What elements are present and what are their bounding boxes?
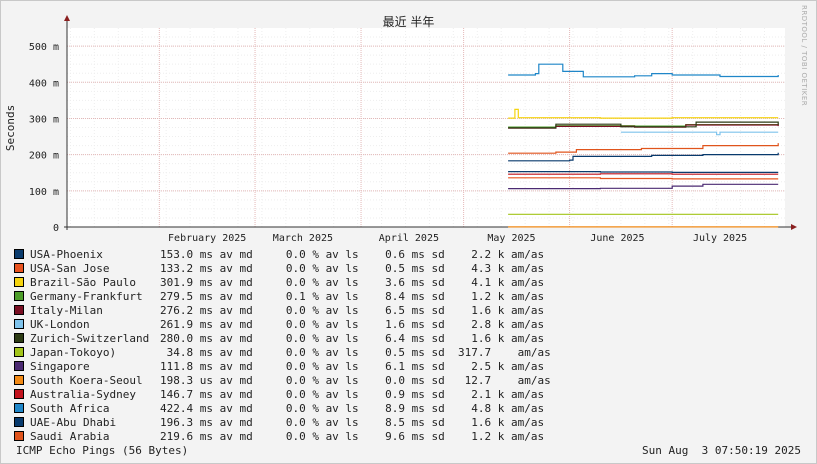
legend-label: Brazil-São Paulo (30, 275, 136, 289)
legend-label: USA-Phoenix (30, 247, 103, 261)
x-tick-label: June 2025 (590, 233, 644, 244)
legend-entry: South Africa 422.4 ms av md 0.0 % av ls 8… (14, 401, 551, 415)
footer-timestamp: Sun Aug 3 07:50:19 2025 (642, 444, 801, 457)
legend-swatch (14, 333, 24, 343)
series-line-singapore (508, 183, 779, 190)
legend-label: Italy-Milan (30, 303, 103, 317)
legend-entry: Australia-Sydney 146.7 ms av md 0.0 % av … (14, 387, 551, 401)
legend-stats: 111.8 ms av md 0.0 % av ls 6.1 ms sd 2.5… (160, 359, 545, 373)
series-line-saudi-arabia (508, 143, 779, 154)
series-line-south-africa (508, 63, 779, 78)
legend-entry: Saudi Arabia 219.6 ms av md 0.0 % av ls 9… (14, 429, 551, 443)
legend-stats: 153.0 ms av md 0.0 % av ls 0.6 ms sd 2.2… (160, 247, 545, 261)
legend-stats: 146.7 ms av md 0.0 % av ls 0.9 ms sd 2.1… (160, 387, 545, 401)
legend-swatch (14, 291, 24, 301)
legend-stats: 276.2 ms av md 0.0 % av ls 6.5 ms sd 1.6… (160, 303, 545, 317)
y-tick-label: 100 m (29, 187, 59, 198)
legend-stats: 34.8 ms av md 0.0 % av ls 0.5 ms sd 317.… (160, 345, 551, 359)
legend-label: Saudi Arabia (30, 429, 110, 443)
y-tick-label: 400 m (29, 78, 59, 89)
legend-swatch (14, 431, 24, 441)
footer-title: ICMP Echo Pings (56 Bytes) (16, 444, 189, 457)
legend-swatch (14, 347, 24, 357)
legend-entry: Brazil-São Paulo 301.9 ms av md 0.0 % av … (14, 275, 551, 289)
x-tick-label: February 2025 (168, 233, 246, 244)
y-tick-label: 0 (53, 223, 59, 234)
legend-swatch (14, 389, 24, 399)
x-tick-label: March 2025 (273, 233, 333, 244)
legend-entry: Germany-Frankfurt 279.5 ms av md 0.1 % av… (14, 289, 551, 303)
legend-label: UAE-Abu Dhabi (30, 415, 117, 429)
chart-title: 最近 半年 (382, 15, 435, 29)
legend-entry: Japan-Tokoyo) 34.8 ms av md 0.0 % av ls … (14, 345, 551, 359)
legend-label: Australia-Sydney (30, 387, 136, 401)
legend-swatch (14, 305, 24, 315)
x-tick-label: July 2025 (693, 233, 747, 244)
legend-label: USA-San Jose (30, 261, 110, 275)
legend-stats: 219.6 ms av md 0.0 % av ls 9.6 ms sd 1.2… (160, 429, 545, 443)
legend-stats: 196.3 ms av md 0.0 % av ls 8.5 ms sd 1.6… (160, 415, 545, 429)
legend-swatch (14, 319, 24, 329)
legend-stats: 280.0 ms av md 0.0 % av ls 6.4 ms sd 1.6… (160, 331, 545, 345)
legend-entry: Singapore 111.8 ms av md 0.0 % av ls 6.1 … (14, 359, 551, 373)
legend-entry: UAE-Abu Dhabi 196.3 ms av md 0.0 % av ls … (14, 415, 551, 429)
y-axis-arrow (64, 15, 70, 21)
series-line-brazil-s-o-paulo (508, 108, 779, 119)
legend-label: UK-London (30, 317, 90, 331)
x-axis-arrow (791, 224, 797, 230)
legend-swatch (14, 417, 24, 427)
legend-entry: USA-Phoenix 153.0 ms av md 0.0 % av ls 0.… (14, 247, 551, 261)
series-line-zurich-switzerland (508, 121, 779, 129)
legend-entry: USA-San Jose 133.2 ms av md 0.0 % av ls 0… (14, 261, 551, 275)
legend-stats: 133.2 ms av md 0.0 % av ls 0.5 ms sd 4.3… (160, 261, 545, 275)
x-tick-label: April 2025 (379, 233, 439, 244)
legend-swatch (14, 361, 24, 371)
rrdtool-credit: RRDTOOL / TOBI OETIKER (800, 5, 808, 107)
legend: USA-Phoenix 153.0 ms av md 0.0 % av ls 0.… (14, 247, 551, 443)
legend-label: South Koera-Seoul (30, 373, 143, 387)
y-tick-label: 300 m (29, 114, 59, 125)
legend-swatch (14, 375, 24, 385)
legend-swatch (14, 263, 24, 273)
series-line-usa-san-jose (508, 177, 779, 180)
series-line-usa-phoenix (508, 171, 779, 173)
legend-label: South Africa (30, 401, 110, 415)
legend-label: Singapore (30, 359, 90, 373)
legend-stats: 279.5 ms av md 0.1 % av ls 8.4 ms sd 1.2… (160, 289, 545, 303)
legend-entry: South Koera-Seoul 198.3 us av md 0.0 % av… (14, 373, 551, 387)
y-tick-label: 200 m (29, 151, 59, 162)
legend-label: Germany-Frankfurt (30, 289, 143, 303)
legend-stats: 198.3 us av md 0.0 % av ls 0.0 ms sd 12.… (160, 373, 551, 387)
legend-entry: Zurich-Switzerland 280.0 ms av md 0.0 % a… (14, 331, 551, 345)
legend-stats: 422.4 ms av md 0.0 % av ls 8.9 ms sd 4.8… (160, 401, 545, 415)
legend-swatch (14, 249, 24, 259)
legend-swatch (14, 277, 24, 287)
y-tick-label: 500 m (29, 42, 59, 53)
legend-label: Zurich-Switzerland (30, 331, 150, 345)
legend-entry: Italy-Milan 276.2 ms av md 0.0 % av ls 6.… (14, 303, 551, 317)
legend-label: Japan-Tokoyo) (30, 345, 117, 359)
legend-entry: UK-London 261.9 ms av md 0.0 % av ls 1.6 … (14, 317, 551, 331)
legend-swatch (14, 403, 24, 413)
y-axis-label: Seconds (4, 105, 17, 151)
series-line-uae-abu-dhabi (508, 152, 779, 162)
legend-stats: 301.9 ms av md 0.0 % av ls 3.6 ms sd 4.1… (160, 275, 545, 289)
series-line-uk-london (620, 131, 779, 136)
x-tick-label: May 2025 (487, 233, 535, 244)
legend-stats: 261.9 ms av md 0.0 % av ls 1.6 ms sd 2.8… (160, 317, 545, 331)
